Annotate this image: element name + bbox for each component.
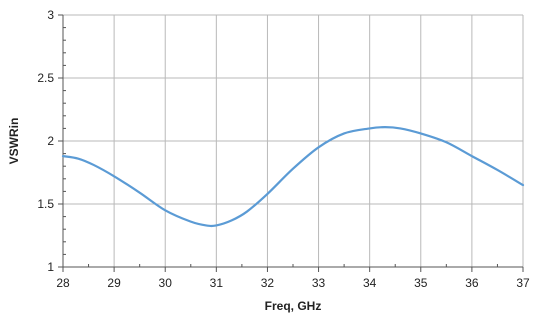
y-tick-label: 1.5 [37, 197, 54, 211]
x-tick-label: 29 [107, 276, 121, 290]
x-tick-label: 33 [312, 276, 326, 290]
x-tick-label: 30 [159, 276, 173, 290]
y-tick-label: 2 [47, 134, 54, 148]
axes [58, 14, 524, 272]
grid [63, 14, 524, 267]
x-tick-label: 34 [363, 276, 377, 290]
tick-labels: 28 29 30 31 32 33 34 35 36 37 1 1.5 2 2.5 3 [37, 8, 530, 290]
y-axis-title: VSWRin [7, 118, 21, 165]
vswr-series-line [61, 126, 525, 228]
x-tick-label: 32 [261, 276, 275, 290]
x-tick-label: 28 [56, 276, 70, 290]
y-tick-label: 2.5 [37, 71, 54, 85]
x-tick-label: 36 [465, 276, 479, 290]
x-tick-label: 31 [210, 276, 224, 290]
x-tick-label: 37 [516, 276, 530, 290]
y-tick-label: 3 [47, 8, 54, 22]
series-layer [61, 126, 525, 228]
x-axis-title: Freq, GHz [265, 299, 322, 313]
x-tick-label: 35 [414, 276, 428, 290]
y-tick-label: 1 [47, 260, 54, 274]
